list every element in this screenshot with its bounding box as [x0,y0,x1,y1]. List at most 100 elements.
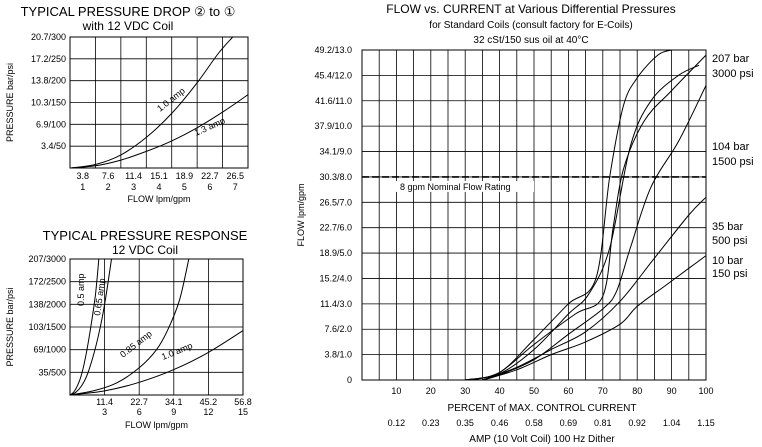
series-line [482,85,706,380]
y-tick-label: 7.6/2.0 [324,324,352,334]
series-line [69,330,244,396]
x-tick-label-amp: 0.92 [628,418,646,428]
x-tick-label: 70 [598,386,608,396]
chart-subtitle: 32 cSt/150 sus oil at 40°C [473,35,588,46]
y-tick-label: 6.9/100 [36,119,66,129]
y-tick-label: 34.1/9.0 [319,147,352,157]
x-tick-label: 45.2 [200,397,218,407]
y-tick-label: 69/1000 [33,345,66,355]
nominal-flow-label: 8 gpm Nominal Flow Rating [400,182,511,192]
pressure-label: 35 bar [712,221,744,233]
series-line [482,255,706,380]
y-tick-label: 3.4/50 [41,141,66,151]
x-tick-label: 18.9 [176,171,194,181]
y-tick-label: 172/2500 [28,277,66,287]
series-label: 1.0 amp [160,340,194,361]
y-tick-label: 11.4/3.0 [320,299,352,309]
plot-frame [361,49,707,381]
chart-title: TYPICAL PRESSURE RESPONSE [43,228,248,243]
series-line [482,196,706,380]
x-tick-label: 3 [131,182,136,192]
y-tick-label: 15.2/4.0 [319,273,352,283]
x-tick-label: 22.7 [130,397,148,407]
series-line [465,50,672,380]
chart-subtitle: 12 VDC Coil [112,243,178,257]
pressure-label: 1500 psi [712,156,754,168]
x-tick-label: 26.5 [227,171,245,181]
series-group [465,50,706,380]
x-tick-label: 6 [207,182,212,192]
pressure-label: 500 psi [712,235,747,247]
x-tick-label: 30 [460,386,470,396]
series-line [69,258,100,396]
y-tick-label: 18.9/5.0 [319,248,352,258]
x-tick-label: 80 [632,386,642,396]
x-tick-label-amp: 1.15 [697,418,715,428]
y-tick-label: 0 [347,375,352,385]
series-line [69,94,249,169]
y-tick-label: 22.7/6.0 [319,223,352,233]
y-tick-label: 138/2000 [28,299,66,309]
x-tick-label: 4 [156,182,161,192]
x-tick-label: 11.4 [125,171,142,181]
y-tick-label: 103/1500 [28,322,66,332]
y-tick-label: 20.7/300 [31,32,66,42]
x-tick-label: 20 [426,386,436,396]
chart-subtitle: with 12 VDC Coil [82,19,174,33]
x-tick-label: 3.8 [76,171,89,181]
x-tick-label-amp: 0.69 [560,418,578,428]
x-tick-label: 100 [698,386,713,396]
pressure-label: 207 bar [712,53,750,65]
series-label: 1.3 amp [193,115,227,137]
x-axis-label: PERCENT of MAX. CONTROL CURRENT [448,403,637,414]
x-tick-label: 15 [238,407,248,417]
y-tick-label: 45.4/12.0 [314,70,352,80]
x-tick-label: 40 [495,386,505,396]
series-line [471,54,706,380]
series-line [69,258,190,396]
x-tick-label-amp: 0.12 [388,418,406,428]
y-tick-label: 3.8/1.0 [324,350,352,360]
x-tick-label: 90 [667,386,677,396]
y-tick-label: 41.6/11.0 [315,96,352,106]
x-tick-label-amp: 1.04 [663,418,681,428]
x-tick-label: 6 [137,407,142,417]
x-tick-label: 2 [106,182,111,192]
x-tick-label: 34.1 [165,397,183,407]
series-label: 0.85 amp [118,329,154,360]
series-line [69,36,234,169]
x-tick-label: 11.4 [96,397,113,407]
x-tick-label: 60 [563,386,573,396]
pressure-label: 10 bar [712,255,744,267]
x-tick-label: 12 [203,407,213,417]
series-line [465,64,700,380]
nominal-flow-label-bg [396,180,534,192]
x-tick-label: 7.6 [102,171,115,181]
chart-title: FLOW vs. CURRENT at Various Differential… [386,2,675,16]
x-tick-label: 50 [529,386,539,396]
y-axis-label: PRESSURE bar/psi [5,287,15,366]
series-label: 1.0 amp [155,86,187,114]
y-tick-label: 13.8/200 [31,76,66,86]
y-tick-label: 35/500 [38,367,66,377]
x-axis-label: FLOW lpm/gpm [125,420,188,430]
x-tick-label: 9 [171,407,176,417]
x-tick-label: 22.7 [201,171,219,181]
chart-subtitle: for Standard Coils (consult factory for … [429,20,632,31]
x-axis-label: FLOW lpm/gpm [127,194,190,204]
y-tick-label: 10.3/150 [31,98,66,108]
y-tick-label: 26.5/7.0 [319,197,352,207]
x-tick-label: 56.8 [234,397,252,407]
x-tick-label-amp: 0.23 [422,418,440,428]
plot-frame [69,36,249,169]
plot-frame [69,258,244,396]
x-tick-label-amp: 0.58 [525,418,543,428]
y-tick-label: 49.2/13.0 [314,45,352,55]
pressure-label: 104 bar [712,141,750,153]
y-tick-label: 17.2/250 [31,54,66,64]
x-tick-label-amp: 0.81 [594,418,612,428]
series-label: 0.5 amp [76,273,86,306]
x-tick-label: 15.1 [150,171,168,181]
pressure-label: 3000 psi [712,68,754,80]
